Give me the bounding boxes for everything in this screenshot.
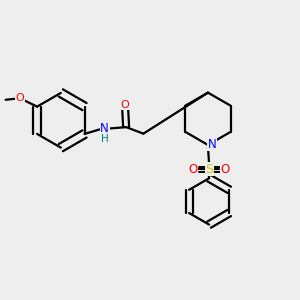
Text: O: O <box>188 163 198 176</box>
Text: H: H <box>101 134 109 144</box>
Text: N: N <box>100 122 109 135</box>
Text: O: O <box>16 93 24 103</box>
Text: N: N <box>208 138 217 151</box>
Text: S: S <box>205 163 213 176</box>
Text: O: O <box>121 100 130 110</box>
Text: O: O <box>220 163 230 176</box>
